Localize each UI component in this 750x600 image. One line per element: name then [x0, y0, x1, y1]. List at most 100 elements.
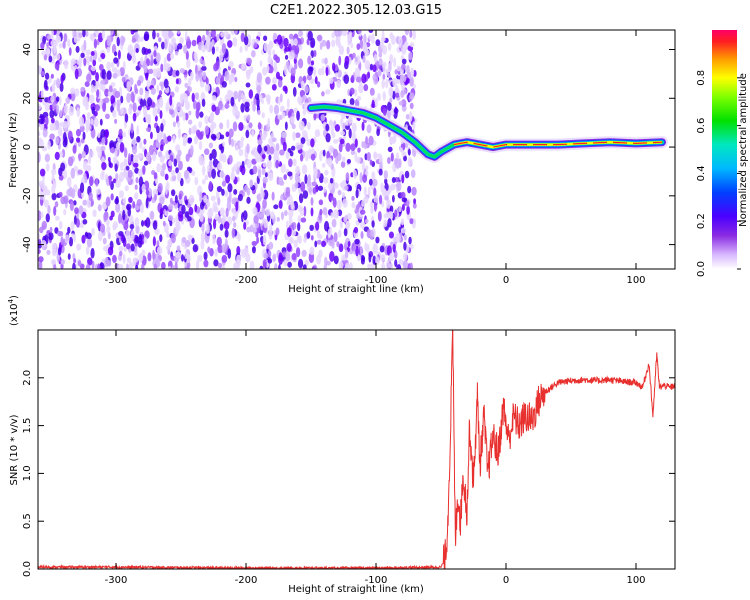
spectrogram-noise-cell — [263, 43, 269, 52]
spectrogram-noise-cell — [356, 254, 362, 262]
spectrogram-noise-cell — [341, 156, 346, 163]
spectrogram-noise-cell — [75, 218, 80, 228]
spectrogram-noise-cell — [363, 186, 367, 197]
spectrogram-noise-cell — [280, 193, 284, 201]
spectrogram-noise-cell — [83, 39, 87, 51]
spectrogram-noise-cell — [177, 149, 182, 157]
spectrogram-noise-cell — [290, 51, 295, 60]
spectrogram-noise-cell — [231, 227, 236, 239]
spectrogram-noise-cell — [129, 224, 135, 230]
spectrogram-noise-cell — [106, 35, 111, 47]
spectrogram-noise-cell — [407, 148, 411, 156]
spectrogram-noise-cell — [383, 219, 388, 228]
spectrogram-noise-cell — [261, 168, 266, 175]
spectrogram-noise-cell — [157, 108, 161, 115]
spectrogram-noise-cell — [338, 45, 345, 56]
spectrogram-noise-cell — [101, 68, 107, 80]
spectrogram-noise-cell — [320, 114, 326, 122]
spectrogram-noise-cell — [239, 46, 243, 53]
spectrogram-noise-cell — [268, 65, 274, 74]
spectrogram-noise-cell — [138, 176, 144, 187]
spectrogram-noise-cell — [233, 189, 238, 195]
spectrogram-noise-cell — [319, 150, 323, 162]
spectrogram-noise-cell — [246, 196, 251, 204]
spectrogram-noise-cell — [287, 110, 291, 119]
spectrogram-noise-cell — [296, 144, 303, 150]
spectrogram-noise-cell — [208, 180, 213, 191]
spectrogram-noise-cell — [398, 42, 402, 48]
spectrogram-noise-cell — [401, 58, 407, 65]
spectrogram-noise-cell — [204, 125, 210, 135]
spectrogram-noise-cell — [93, 117, 99, 128]
spectrogram-noise-cell — [201, 222, 205, 233]
spectrogram-noise-cell — [333, 255, 339, 265]
colorbar: 0.0 0.2 0.4 0.6 0.8 Normalized spectral ampl… — [696, 30, 749, 277]
spectrogram-noise-cell — [205, 30, 209, 36]
spectrogram-noise-cell — [368, 30, 374, 33]
spectrogram-noise-cell — [112, 254, 117, 264]
spectrogram-noise-cell — [106, 46, 111, 53]
spectrogram-noise-cell — [211, 95, 217, 101]
spectrogram-noise-cell — [101, 137, 106, 146]
spectrogram-noise-cell — [311, 148, 315, 154]
spectrogram-noise-cell — [218, 100, 223, 111]
spectrogram-noise-cell — [193, 51, 198, 60]
spectrogram-noise-cell — [101, 30, 106, 40]
spectrogram-noise-cell — [150, 87, 156, 95]
spectrogram-noise-cell — [200, 231, 206, 243]
spectrogram-noise-cell — [314, 76, 318, 85]
spectrogram-noise-cell — [152, 68, 157, 77]
spectrogram-noise-cell — [287, 261, 292, 268]
spectrogram-noise-cell — [366, 124, 372, 134]
spectrogram-noise-cell — [88, 192, 93, 201]
spectrogram-noise-cell — [40, 41, 45, 50]
spectrogram-noise-cell — [409, 102, 414, 110]
spectrogram-noise-cell — [195, 259, 200, 269]
spectrogram-noise-cell — [95, 72, 99, 82]
spectrogram-noise-cell — [107, 246, 114, 256]
spectrogram-noise-cell — [45, 213, 50, 223]
spectrogram-noise-cell — [184, 112, 189, 121]
spectrogram-noise-cell — [356, 95, 362, 101]
spectrogram-noise-cell — [152, 188, 159, 198]
spectrogram-noise-cell — [300, 181, 306, 192]
spectrogram-noise-cell — [38, 104, 42, 110]
spectrogram-noise-cell — [291, 229, 296, 237]
spectrogram-noise-cell — [152, 249, 155, 261]
spectrogram-noise-cell — [299, 120, 305, 131]
spectrogram-noise-cell — [311, 181, 317, 187]
spectrogram-noise-cell — [160, 170, 165, 177]
spectrogram-noise-cell — [92, 209, 97, 218]
spectrogram-noise-cell — [271, 83, 277, 91]
spectrogram-noise-cell — [275, 159, 279, 169]
spectrogram-noise-cell — [348, 128, 352, 139]
spectrogram-noise-cell — [392, 78, 398, 87]
spectrogram-noise-cell — [49, 226, 53, 233]
spectrogram-noise-cell — [278, 200, 283, 209]
spectrogram-noise-cell — [174, 50, 179, 56]
spectrogram-noise-cell — [142, 165, 146, 175]
spectrogram-noise-cell — [346, 46, 350, 55]
spectrogram-noise-cell — [310, 138, 315, 148]
spectrogram-noise-cell — [228, 76, 232, 83]
spectrogram-noise-cell — [372, 243, 378, 254]
spectrogram-noise-cell — [233, 221, 237, 228]
spectrogram-noise-cell — [371, 99, 375, 108]
spectrogram-noise-cell — [319, 208, 323, 216]
spectrogram-noise-cell — [359, 209, 366, 215]
spectrogram-noise-cell — [279, 149, 285, 156]
spectrogram-noise-cell — [91, 260, 95, 269]
spectrogram-noise-cell — [147, 48, 152, 54]
spectrogram-noise-cell — [394, 209, 398, 218]
spectrogram-noise-cell — [150, 131, 153, 140]
spectrogram-noise-cell — [207, 246, 211, 254]
spectrogram-noise-cell — [170, 189, 176, 197]
spectrogram-noise-cell — [105, 129, 109, 139]
spectrogram-noise-cell — [213, 259, 219, 267]
spectrogram-noise-cell — [365, 165, 369, 171]
spectrogram-ytick-label: 20 — [22, 92, 33, 105]
spectrogram-noise-cell — [225, 207, 229, 218]
spectrogram-noise-cell — [140, 219, 145, 227]
spectrogram-noise-cell — [316, 239, 322, 245]
spectrogram-noise-cell — [156, 32, 160, 38]
